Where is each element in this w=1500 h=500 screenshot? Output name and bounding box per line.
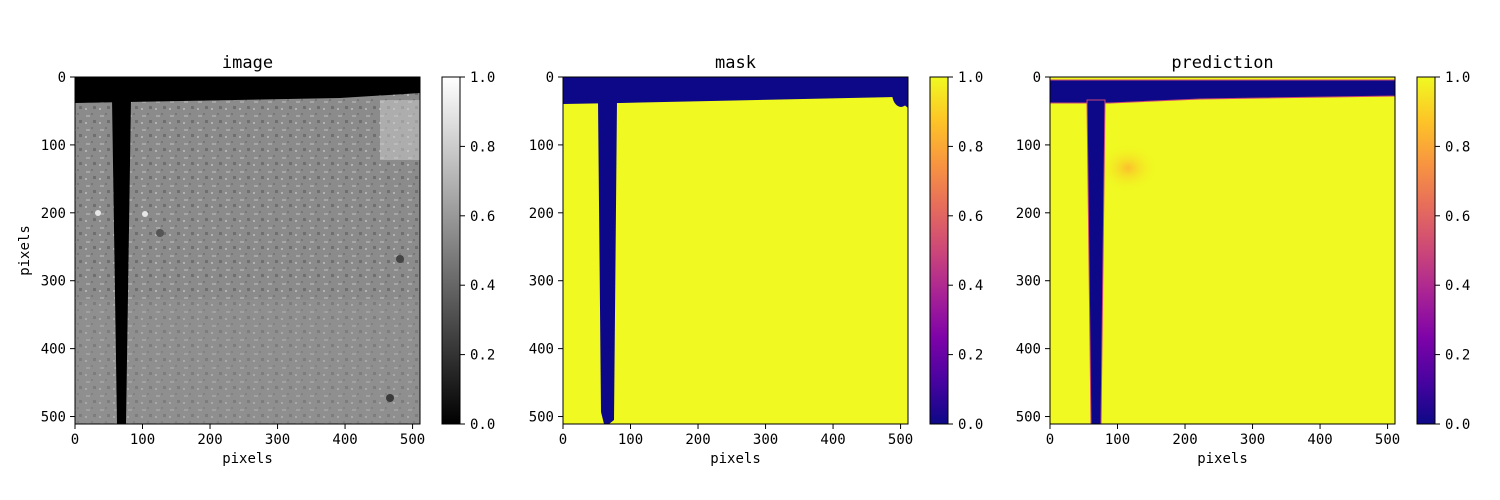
panel-title: image xyxy=(222,53,273,73)
x-tick-label: 500 xyxy=(888,432,913,448)
colorbar-tick-label: 0.2 xyxy=(1445,348,1470,364)
y-axis-label: pixels xyxy=(17,225,33,276)
colorbar-tick-label: 0.4 xyxy=(1445,278,1470,294)
colorbar xyxy=(441,76,461,425)
y-tick-label: 400 xyxy=(1016,342,1041,358)
x-tick-label: 400 xyxy=(820,432,845,448)
y-tick-label: 0 xyxy=(546,70,554,86)
colorbar-tick-label: 0.2 xyxy=(470,348,495,364)
y-tick-label: 200 xyxy=(1016,206,1041,222)
x-tick-label: 100 xyxy=(130,432,155,448)
y-axis-ticks: 0 100 200 300 400 500 xyxy=(41,70,75,426)
x-tick-label: 200 xyxy=(197,432,222,448)
y-tick-label: 0 xyxy=(1033,70,1041,86)
y-tick-label: 300 xyxy=(1016,274,1041,290)
y-tick-label: 300 xyxy=(529,274,554,290)
panel-prediction: prediction 0 100 200 300 400 500 0 100 200 300 40… xyxy=(1016,53,1471,467)
y-tick-label: 200 xyxy=(529,206,554,222)
colorbar-ticks: 0.0 0.2 0.4 0.6 0.8 1.0 xyxy=(948,70,983,433)
y-tick-label: 0 xyxy=(58,70,66,86)
y-tick-label: 100 xyxy=(529,138,554,154)
colorbar-tick-label: 0.0 xyxy=(1445,417,1470,433)
colorbar-tick-label: 0.0 xyxy=(958,417,983,433)
x-axis-label: pixels xyxy=(1197,451,1248,467)
colorbar-tick-label: 0.8 xyxy=(1445,139,1470,155)
y-tick-label: 300 xyxy=(41,274,66,290)
panel-title: prediction xyxy=(1171,53,1273,73)
y-tick-label: 500 xyxy=(41,410,66,426)
y-axis-ticks: 0 100 200 300 400 500 xyxy=(1016,70,1050,426)
mask-heatmap xyxy=(563,77,908,424)
x-tick-label: 0 xyxy=(559,432,567,448)
colorbar-tick-label: 0.8 xyxy=(958,139,983,155)
x-tick-label: 0 xyxy=(1046,432,1054,448)
y-axis-ticks: 0 100 200 300 400 500 xyxy=(529,70,563,426)
colorbar-tick-label: 0.2 xyxy=(958,348,983,364)
x-tick-label: 400 xyxy=(332,432,357,448)
y-tick-label: 400 xyxy=(529,342,554,358)
panel-mask: mask 0 100 200 300 400 500 0 100 200 300 400 500 p… xyxy=(529,53,984,467)
colorbar-tick-label: 0.0 xyxy=(470,417,495,433)
colorbar-tick-label: 0.4 xyxy=(470,278,495,294)
x-axis-label: pixels xyxy=(710,451,761,467)
y-tick-label: 500 xyxy=(529,410,554,426)
x-tick-label: 200 xyxy=(685,432,710,448)
colorbar-tick-label: 0.6 xyxy=(958,209,983,225)
y-tick-label: 100 xyxy=(1016,138,1041,154)
colorbar xyxy=(929,76,949,425)
x-tick-label: 300 xyxy=(753,432,778,448)
colorbar-tick-label: 1.0 xyxy=(470,70,495,86)
colorbar-ticks: 0.0 0.2 0.4 0.6 0.8 1.0 xyxy=(460,70,495,433)
y-tick-label: 500 xyxy=(1016,410,1041,426)
colorbar-tick-label: 0.4 xyxy=(958,278,983,294)
x-axis-label: pixels xyxy=(222,451,273,467)
x-tick-label: 200 xyxy=(1172,432,1197,448)
y-tick-label: 200 xyxy=(41,206,66,222)
colorbar-tick-label: 0.8 xyxy=(470,139,495,155)
y-tick-label: 100 xyxy=(41,138,66,154)
panel-image: image 0 100 200 300 400 500 0100200300400500 … xyxy=(17,53,495,467)
colorbar-tick-label: 1.0 xyxy=(1445,70,1470,86)
prediction-heatmap xyxy=(1050,77,1395,424)
x-axis-ticks: 0 100 200 300 400 500 xyxy=(559,424,913,448)
colorbar-ticks: 0.0 0.2 0.4 0.6 0.8 1.0 xyxy=(1435,70,1470,433)
image-heatmap xyxy=(75,77,420,424)
x-tick-label: 300 xyxy=(1240,432,1265,448)
x-tick-label: 0 xyxy=(71,432,79,448)
colorbar-tick-label: 1.0 xyxy=(958,70,983,86)
x-axis-ticks: 0 100 200 300 400 500 xyxy=(71,424,425,448)
x-tick-label: 300 xyxy=(265,432,290,448)
x-axis-ticks: 0 100 200 300 400 500 xyxy=(1046,424,1400,448)
x-tick-label: 500 xyxy=(1375,432,1400,448)
colorbar-tick-label: 0.6 xyxy=(470,209,495,225)
y-tick-label: 400 xyxy=(41,342,66,358)
x-tick-label: 100 xyxy=(1105,432,1130,448)
panel-title: mask xyxy=(715,53,756,73)
colorbar xyxy=(1416,76,1436,425)
x-tick-label: 100 xyxy=(618,432,643,448)
colorbar-tick-label: 0.6 xyxy=(1445,209,1470,225)
x-tick-label: 500 xyxy=(400,432,425,448)
x-tick-label: 400 xyxy=(1307,432,1332,448)
